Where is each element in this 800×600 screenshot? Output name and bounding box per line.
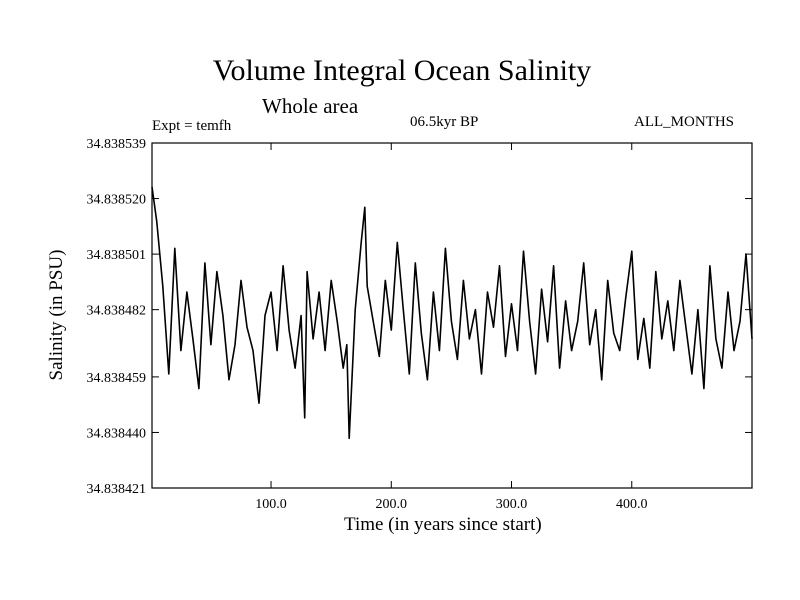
- x-tick-label: 100.0: [255, 497, 287, 512]
- y-tick-label: 34.838482: [87, 304, 147, 319]
- plot-frame: [151, 142, 753, 489]
- series-line-salinity: [151, 186, 753, 440]
- x-axis-label: Time (in years since start): [344, 514, 542, 535]
- months-label: ALL_MONTHS: [634, 114, 734, 130]
- y-tick-label: 34.838459: [87, 371, 147, 386]
- y-tick-label: 34.838421: [87, 482, 147, 497]
- y-tick-label: 34.838520: [87, 193, 147, 208]
- x-tick-label: 200.0: [376, 497, 408, 512]
- y-tick-label: 34.838539: [87, 137, 147, 152]
- experiment-label: Expt = temfh: [152, 118, 232, 134]
- axis-layer: 34.838421 34.838440 34.838459 34.838482 34.8…: [87, 137, 752, 512]
- y-tick-label: 34.838440: [87, 426, 147, 441]
- x-tick-label: 400.0: [616, 497, 648, 512]
- chart-title: Volume Integral Ocean Salinity: [212, 54, 592, 87]
- chart-subtitle: Whole area: [262, 94, 359, 118]
- x-tick-label: 300.0: [496, 497, 528, 512]
- plot-layer: [151, 186, 753, 440]
- period-label: 06.5kyr BP: [410, 114, 479, 130]
- y-tick-label: 34.838501: [87, 248, 147, 263]
